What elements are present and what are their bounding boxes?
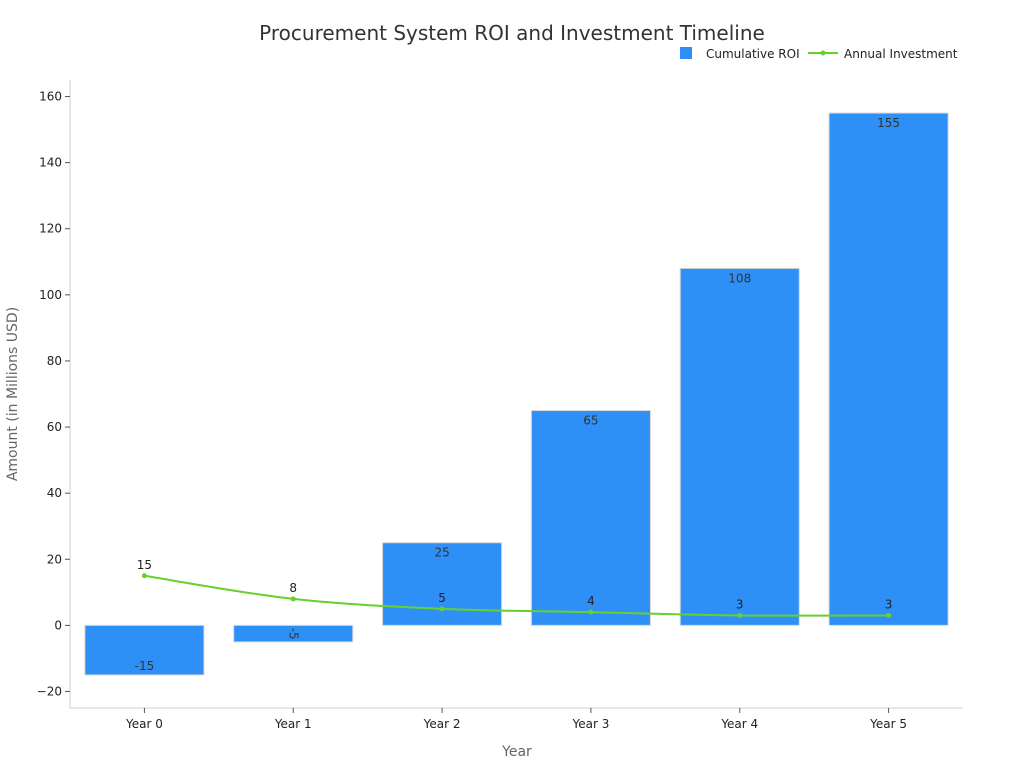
legend: Cumulative ROI Annual Investment xyxy=(680,47,958,61)
point-annual-investment xyxy=(290,596,296,602)
legend-swatch-cumulative-roi xyxy=(680,47,692,59)
y-tick-label: 20 xyxy=(47,552,62,566)
point-annual-investment xyxy=(588,609,594,615)
line-value-label: 4 xyxy=(587,594,595,608)
bar-value-label: -15 xyxy=(135,659,155,673)
x-tick-label: Year 2 xyxy=(423,717,461,731)
bar-value-label: 108 xyxy=(728,271,751,285)
x-tick-label: Year 0 xyxy=(125,717,163,731)
bar-cumulative-roi xyxy=(530,410,651,626)
y-tick-label: −20 xyxy=(37,684,62,698)
point-annual-investment xyxy=(439,606,445,612)
y-tick-label: 80 xyxy=(47,354,62,368)
point-annual-investment xyxy=(141,573,147,579)
x-tick-label: Year 5 xyxy=(869,717,907,731)
x-axis-label: Year xyxy=(501,744,532,760)
legend-marker-annual-investment xyxy=(820,50,826,56)
line-value-label: 5 xyxy=(438,591,446,605)
plot-area: −20 0 20 40 60 80 100 120 140 160 Year 0 Year 1 Year… xyxy=(37,80,963,731)
line-value-label: 8 xyxy=(289,581,297,595)
bar-value-label: 65 xyxy=(583,414,598,428)
y-tick-label: 140 xyxy=(39,156,62,170)
bar-cumulative-roi xyxy=(382,542,503,626)
y-tick-label: 0 xyxy=(54,618,62,632)
x-tick-label: Year 4 xyxy=(720,717,758,731)
legend-label-cumulative-roi: Cumulative ROI xyxy=(706,47,800,61)
bar-cumulative-roi xyxy=(233,624,354,643)
chart-title: Procurement System ROI and Investment Ti… xyxy=(259,21,765,45)
y-axis-label: Amount (in Millions USD) xyxy=(5,307,21,481)
point-annual-investment xyxy=(737,612,743,618)
y-tick-label: 60 xyxy=(47,420,62,434)
bar-cumulative-roi xyxy=(84,624,205,676)
bar-cumulative-roi xyxy=(679,267,800,626)
y-tick-label: 40 xyxy=(47,486,62,500)
point-annual-investment xyxy=(886,612,892,618)
x-tick-label: Year 3 xyxy=(571,717,609,731)
y-tick-label: 160 xyxy=(39,90,62,104)
bar-value-label: 25 xyxy=(434,546,449,560)
bar-value-label: 155 xyxy=(877,116,900,130)
line-annual-investment xyxy=(144,574,889,617)
y-tick-label: 120 xyxy=(39,222,62,236)
line-value-label: 15 xyxy=(137,558,152,572)
line-value-label: 3 xyxy=(885,597,893,611)
line-value-label: 3 xyxy=(736,597,744,611)
bar-cumulative-roi xyxy=(828,112,949,626)
legend-label-annual-investment: Annual Investment xyxy=(844,47,958,61)
bar-value-label: -5 xyxy=(286,628,300,640)
y-tick-label: 100 xyxy=(39,288,62,302)
x-tick-label: Year 1 xyxy=(274,717,312,731)
